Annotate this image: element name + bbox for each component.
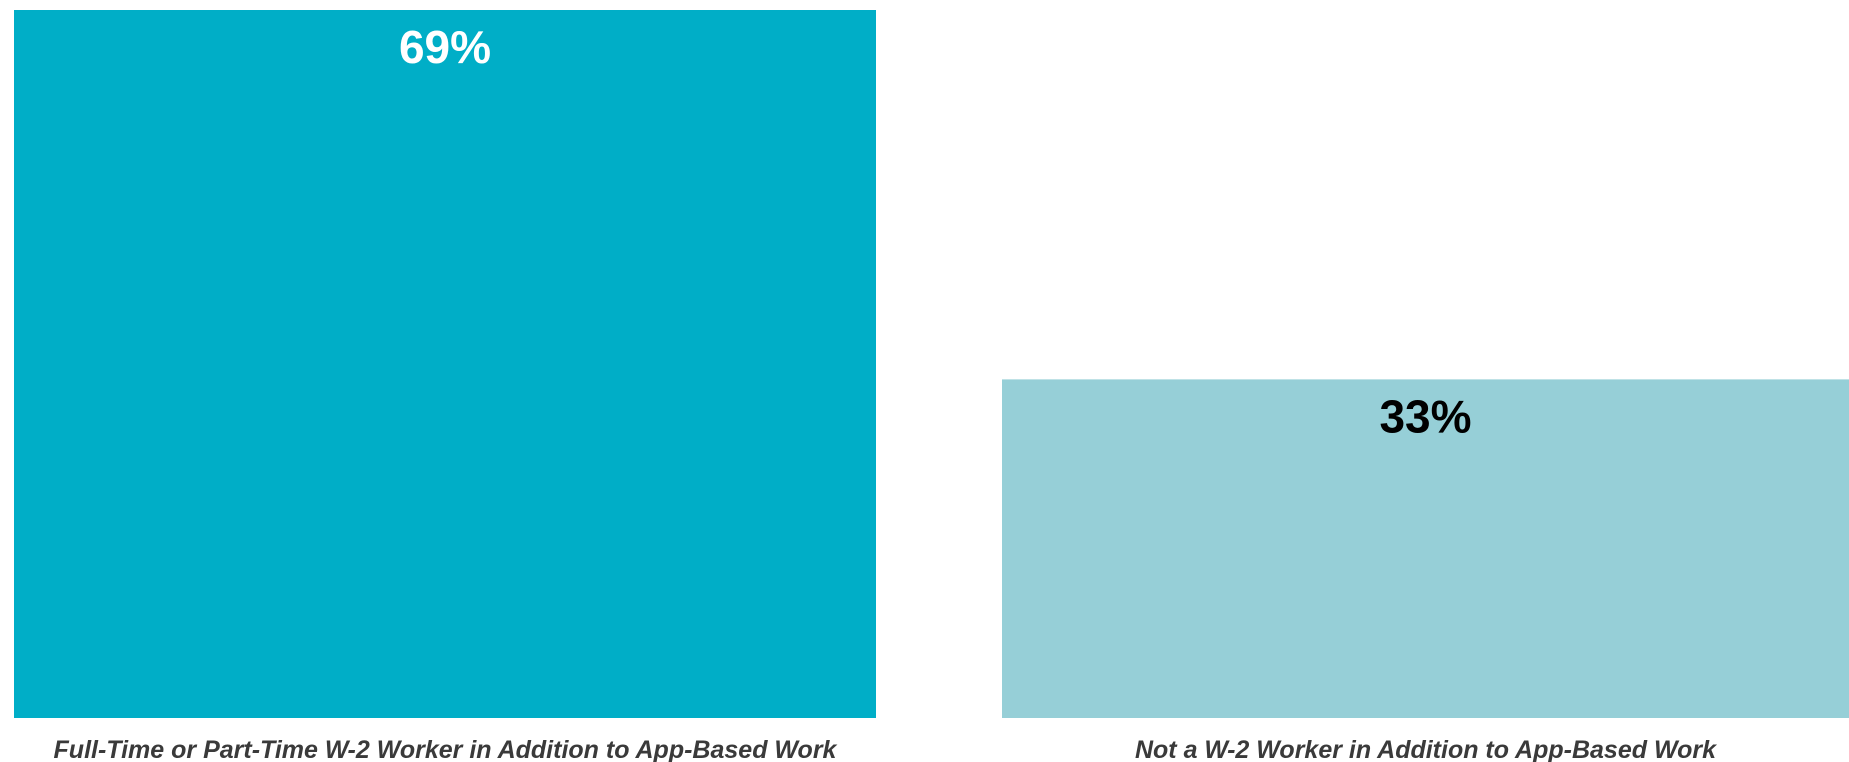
category-label-2: Not a W-2 Worker in Addition to App-Base… [1135, 736, 1717, 762]
bars-group [14, 10, 1849, 718]
category-label-1: Full-Time or Part-Time W-2 Worker in Add… [54, 736, 838, 762]
bar-value-label-1: 69% [399, 21, 491, 73]
value-labels-group: 69% 33% [399, 21, 1472, 442]
bar-2 [1002, 379, 1849, 718]
bar-value-label-2: 33% [1379, 390, 1471, 442]
bar-1 [14, 10, 876, 718]
category-labels-group: Full-Time or Part-Time W-2 Worker in Add… [54, 736, 1718, 762]
